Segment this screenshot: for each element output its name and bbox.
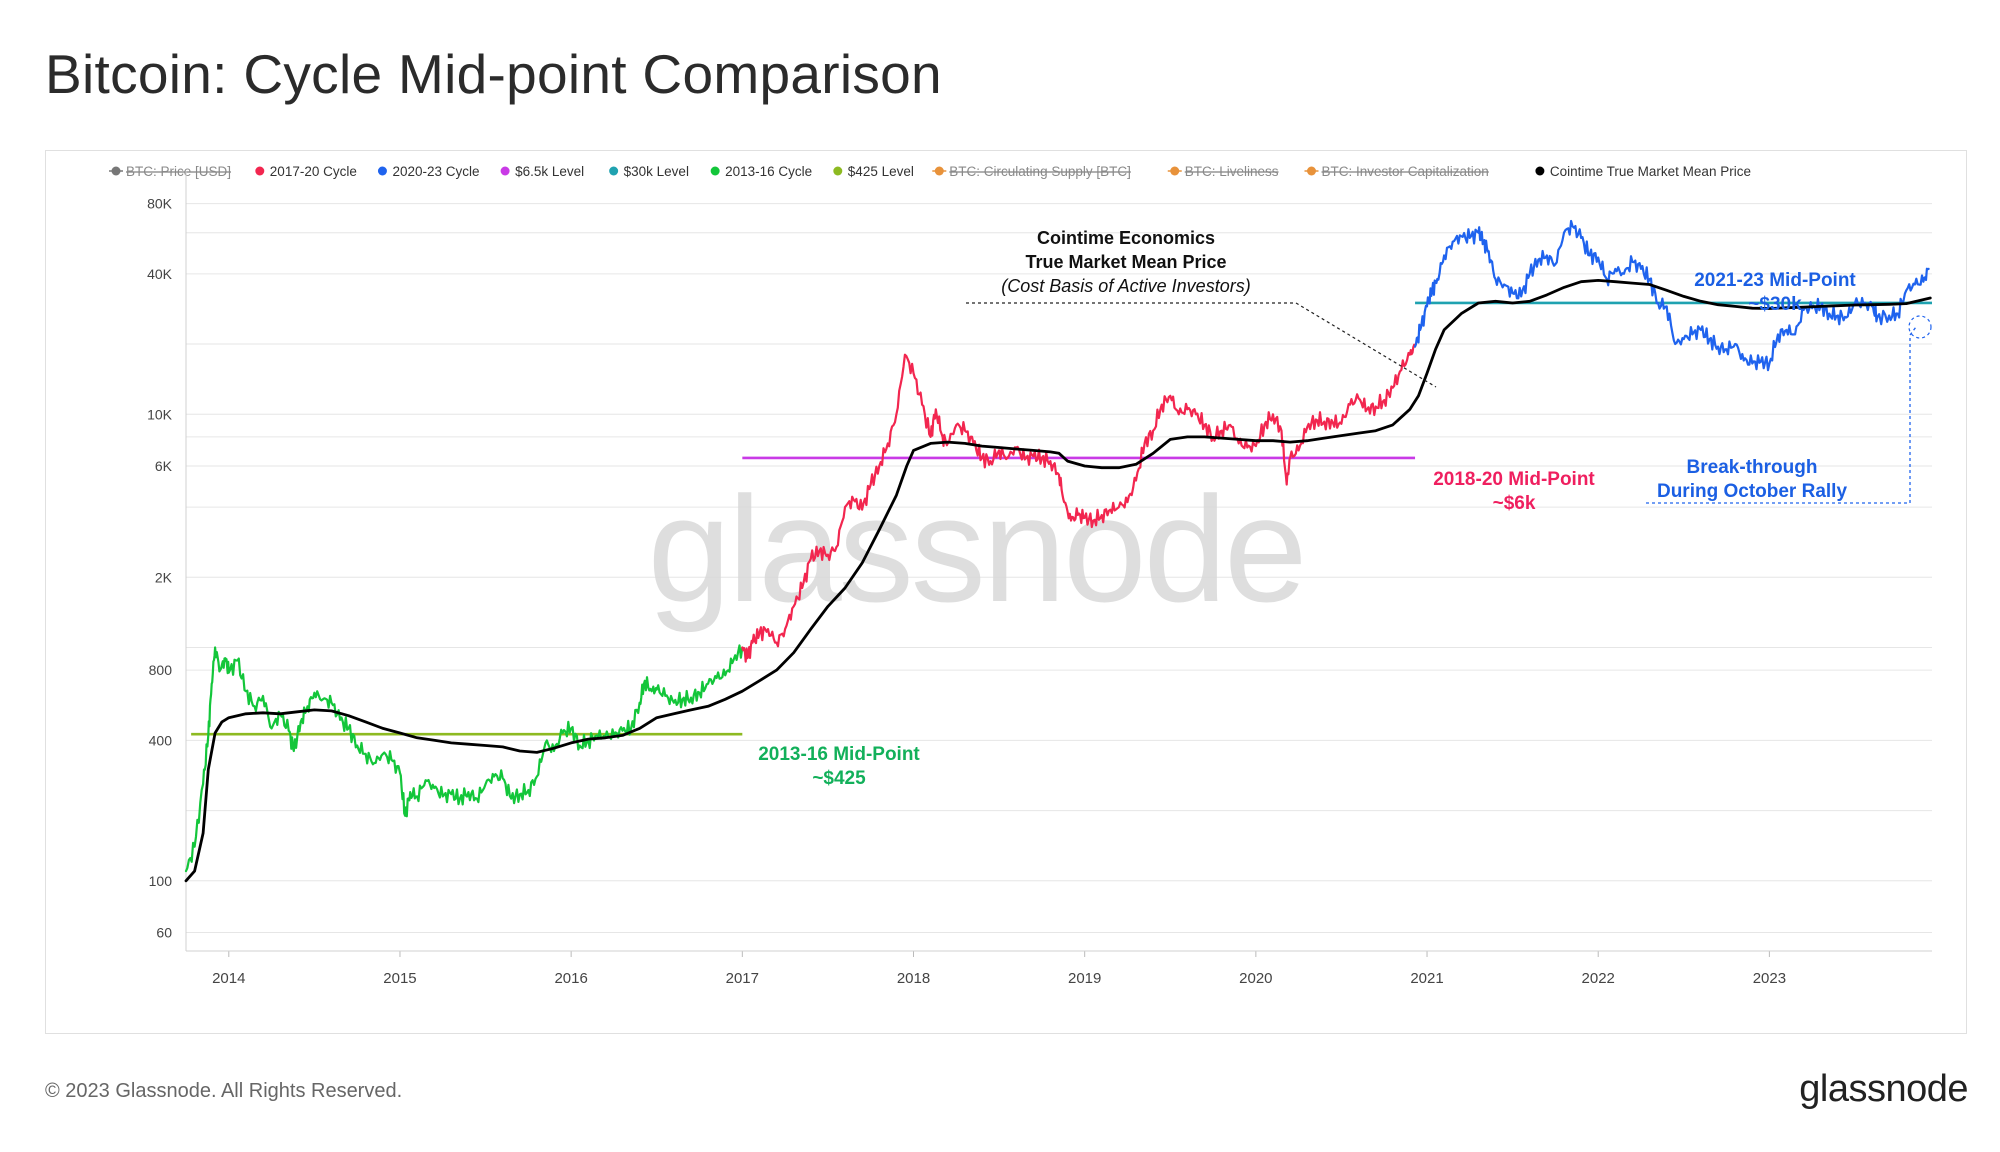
legend-label: $30k Level — [624, 164, 689, 179]
legend-item-btc-price-usd[interactable]: BTC: Price [USD] — [109, 164, 231, 179]
chart-svg: BTC: Price [USD] 2017-20 Cycle 2020-23 Cyc… — [109, 164, 1932, 987]
x-tick-label: 2015 — [383, 970, 416, 987]
legend-item-2013-16-cycle[interactable]: 2013-16 Cycle — [710, 164, 813, 179]
legend-marker — [609, 166, 619, 176]
mid-2021-label-line2: ~$30k — [1748, 294, 1802, 315]
mid-2018-label-line1: 2018-20 Mid-Point — [1433, 469, 1595, 490]
x-tick-label: 2017 — [726, 970, 759, 987]
x-tick-label: 2023 — [1753, 970, 1786, 987]
legend-item-2017-20-cycle[interactable]: 2017-20 Cycle — [255, 164, 357, 179]
legend-marker — [255, 166, 265, 176]
x-tick-label: 2016 — [554, 970, 587, 987]
x-tick-label: 2021 — [1410, 970, 1443, 987]
legend-item-cointime-true-market-mean-price[interactable]: Cointime True Market Mean Price — [1535, 164, 1751, 179]
true-mean-label-line3: (Cost Basis of Active Investors) — [1001, 276, 1250, 296]
breakthrough-marker — [1908, 315, 1932, 339]
true-mean-label-line2: True Market Mean Price — [1025, 252, 1226, 272]
axes: 60 100 400 800 2K 6K 10K 40K 80K 2014 2015 2016 2017… — [147, 171, 1932, 987]
page-title: Bitcoin: Cycle Mid-point Comparison — [45, 43, 942, 105]
x-tick-label: 2022 — [1582, 970, 1615, 987]
footer-logo[interactable]: glassnode — [1799, 1068, 1968, 1110]
legend-marker — [710, 166, 720, 176]
grid — [186, 203, 1932, 957]
legend-label: 2020-23 Cycle — [392, 164, 479, 179]
series-line-2020-23-cycle — [1413, 219, 1930, 372]
x-tick-label: 2019 — [1068, 970, 1101, 987]
legend-label: $425 Level — [848, 164, 914, 179]
true-mean-leader — [966, 302, 1437, 388]
breakthrough-label-line1: Break-through — [1687, 457, 1818, 478]
y-tick-label: 60 — [156, 925, 172, 941]
legend-label: BTC: Investor Capitalization — [1322, 164, 1489, 179]
legend-item-425-level[interactable]: $425 Level — [833, 164, 914, 179]
legend-item-btc-circulating-supply-btc[interactable]: BTC: Circulating Supply [BTC] — [932, 164, 1131, 179]
legend-marker — [833, 166, 843, 176]
mid-2021-label-line1: 2021-23 Mid-Point — [1694, 270, 1856, 291]
legend-label: 2017-20 Cycle — [270, 164, 357, 179]
legend-label: Cointime True Market Mean Price — [1550, 164, 1751, 179]
y-tick-label: 800 — [149, 662, 173, 678]
legend-marker — [377, 166, 387, 176]
x-tick-label: 2020 — [1239, 970, 1272, 987]
watermark: glassnode — [648, 465, 1305, 633]
x-tick-label: 2018 — [897, 970, 930, 987]
legend-label: BTC: Circulating Supply [BTC] — [949, 164, 1131, 179]
series-line-2013-16-cycle — [184, 644, 744, 873]
legend-marker — [500, 166, 510, 176]
y-tick-label: 400 — [149, 732, 173, 748]
legend-marker — [1535, 166, 1545, 176]
breakthrough-label-line2: During October Rally — [1657, 481, 1847, 502]
mid-2013-label-line1: 2013-16 Mid-Point — [758, 744, 920, 765]
y-tick-label: 100 — [149, 873, 173, 889]
series-line-2017-20-cycle — [741, 343, 1417, 663]
legend-item-2020-23-cycle[interactable]: 2020-23 Cycle — [377, 164, 480, 179]
series-line-cointime-true-market-mean-price — [184, 279, 1932, 883]
legend-label: 2013-16 Cycle — [725, 164, 812, 179]
footer-copyright: © 2023 Glassnode. All Rights Reserved. — [45, 1080, 403, 1102]
chart-frame: BTC: Price [USD] 2017-20 Cycle 2020-23 Cyc… — [45, 150, 1967, 1034]
legend-item-btc-liveliness[interactable]: BTC: Liveliness — [1167, 164, 1279, 179]
legend-item-btc-investor-capitalization[interactable]: BTC: Investor Capitalization — [1304, 164, 1489, 179]
breakthrough-bracket — [1646, 326, 1917, 504]
true-mean-label-line1: Cointime Economics — [1037, 228, 1215, 248]
legend-label: BTC: Liveliness — [1185, 164, 1279, 179]
legend-label: BTC: Price [USD] — [126, 164, 231, 179]
legend: BTC: Price [USD] 2017-20 Cycle 2020-23 Cyc… — [109, 164, 1751, 179]
annotations: Cointime Economics True Market Mean Pric… — [758, 228, 1932, 789]
legend-item-6-5k-level[interactable]: $6.5k Level — [500, 164, 585, 179]
y-tick-label: 80K — [147, 196, 173, 212]
series-lines — [184, 219, 1932, 883]
y-tick-label: 10K — [147, 406, 173, 422]
y-tick-label: 40K — [147, 266, 173, 282]
legend-item-30k-level[interactable]: $30k Level — [609, 164, 689, 179]
x-tick-label: 2014 — [212, 970, 245, 987]
legend-label: $6.5k Level — [515, 164, 584, 179]
y-tick-label: 2K — [155, 569, 173, 585]
mid-2018-label-line2: ~$6k — [1493, 493, 1536, 514]
mid-2013-label-line2: ~$425 — [812, 768, 866, 789]
y-tick-label: 6K — [155, 458, 173, 474]
